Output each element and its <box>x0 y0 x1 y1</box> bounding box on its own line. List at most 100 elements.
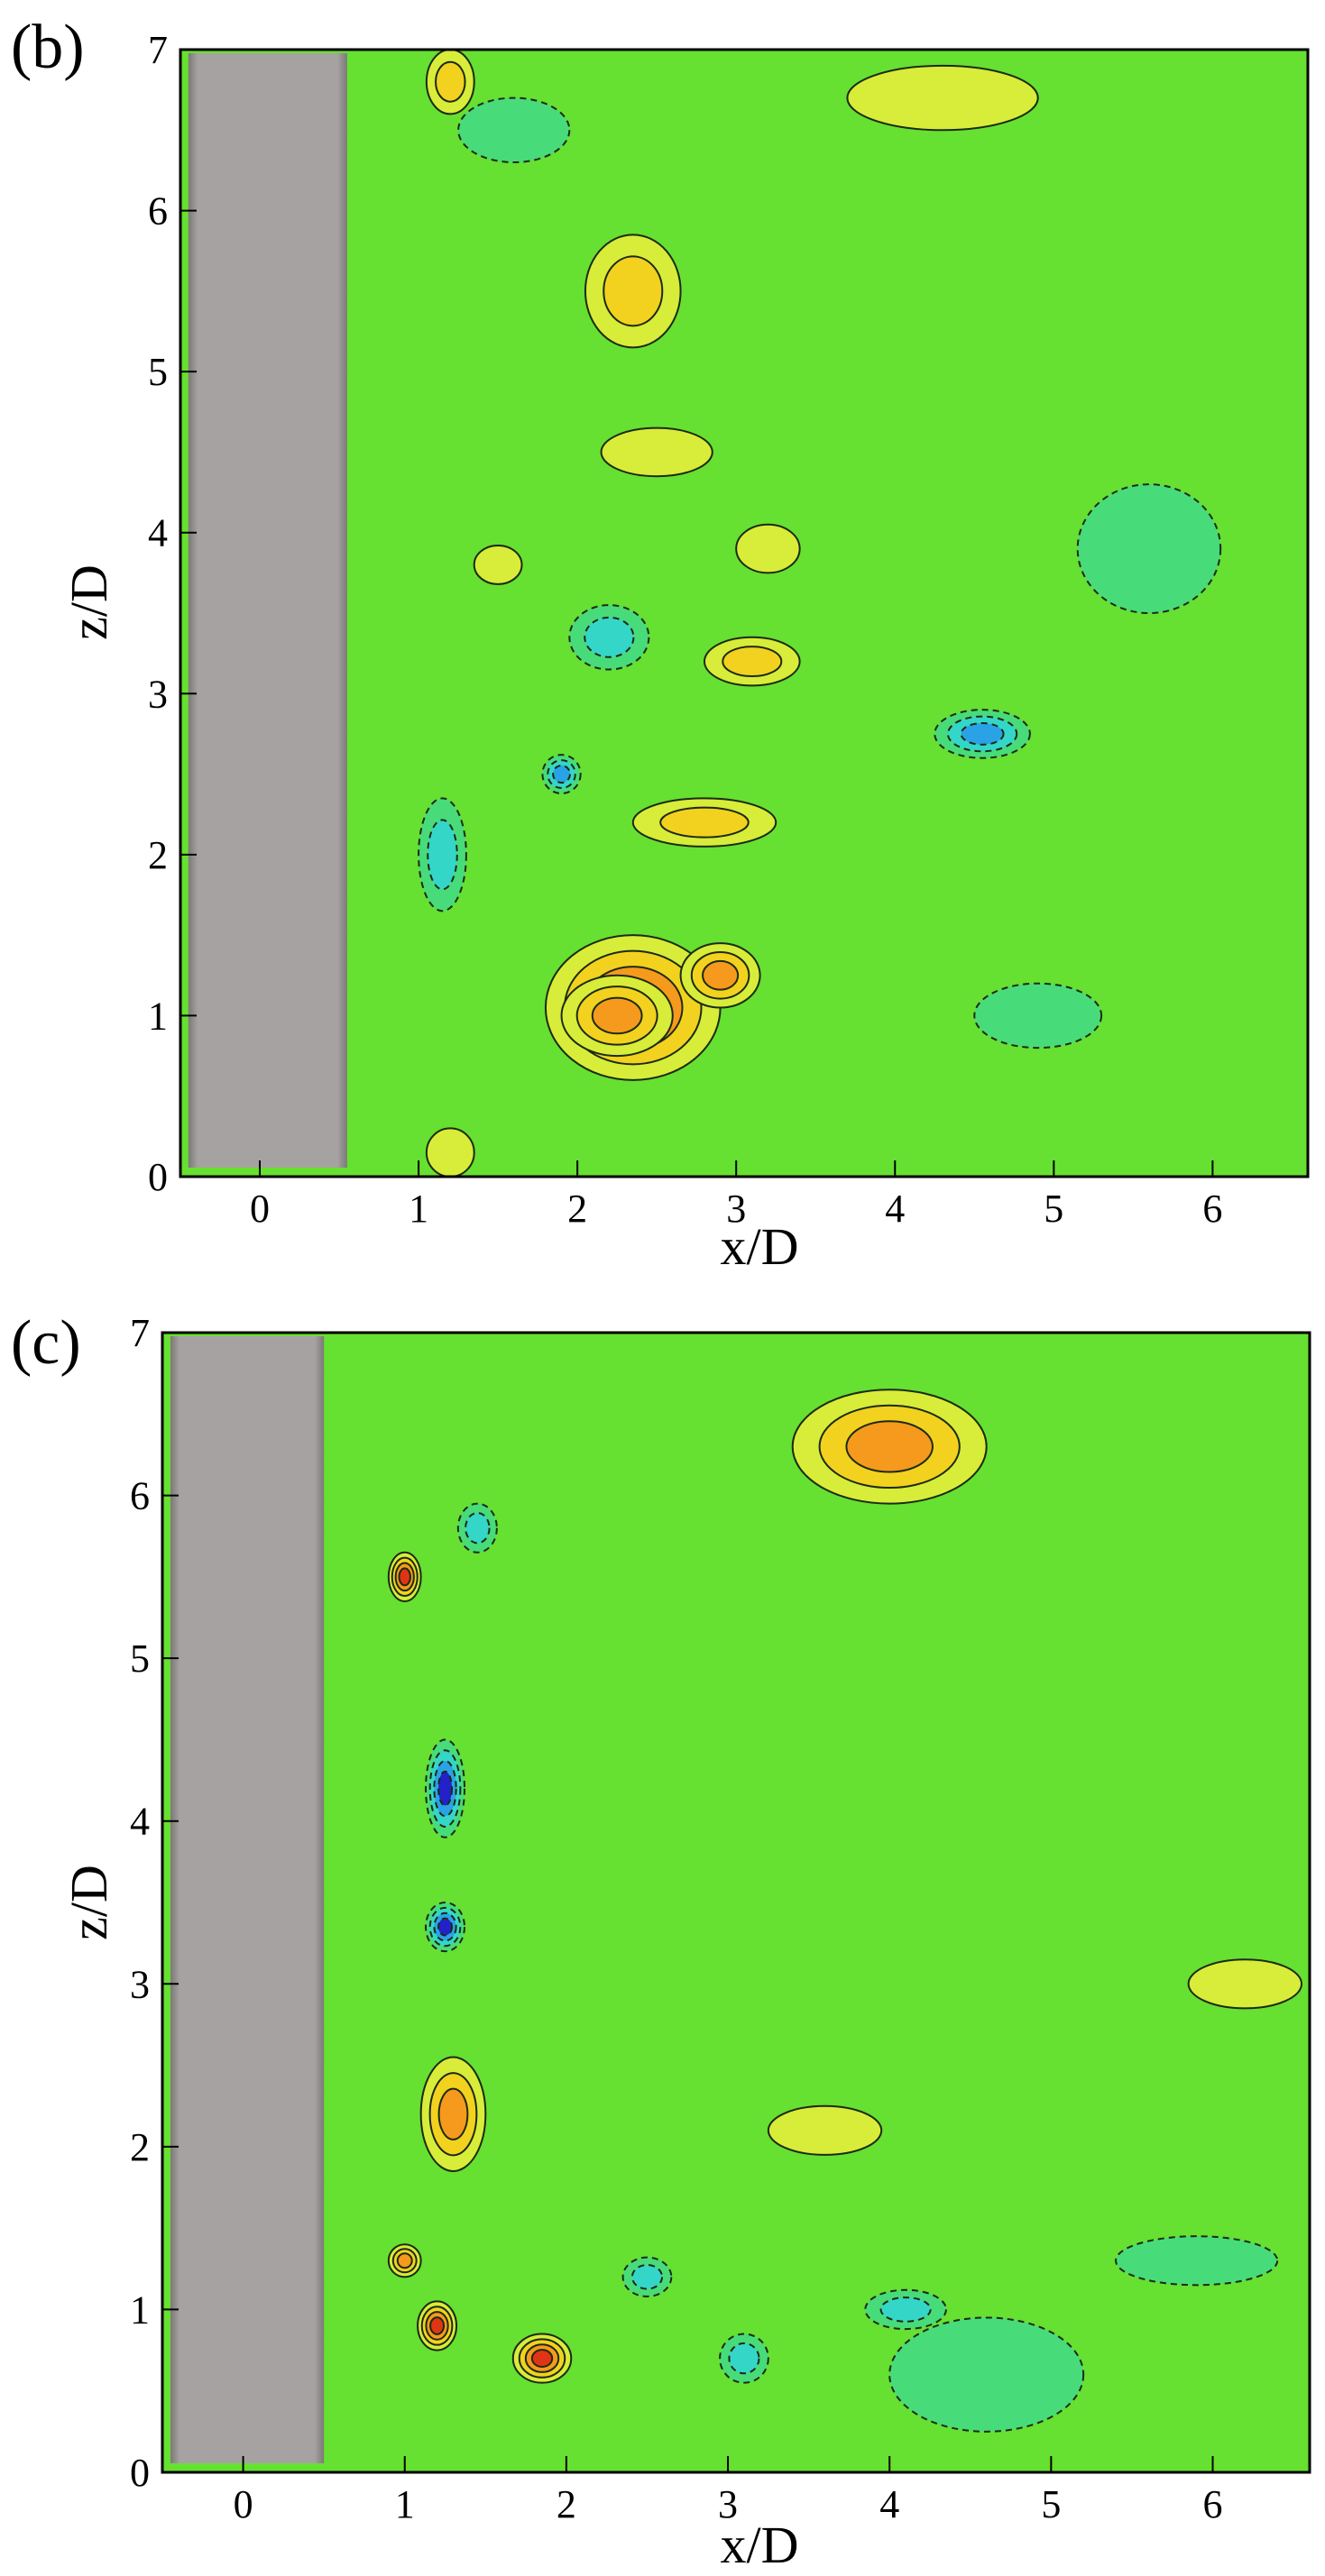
contour-level <box>457 96 571 164</box>
contour-level <box>530 2349 554 2369</box>
y-tick-label: 5 <box>130 1636 150 1681</box>
contour-feature <box>1187 1958 1303 2010</box>
contour-level <box>1076 483 1222 614</box>
cylinder-body <box>188 53 347 1168</box>
x-tick-label: 6 <box>1203 2482 1223 2526</box>
contour-level <box>973 982 1103 1050</box>
y-tick-label: 5 <box>148 350 168 394</box>
contour-feature <box>1076 483 1222 614</box>
x-axis-title: x/D <box>721 1217 799 1276</box>
cylinder <box>170 1336 325 2463</box>
contour-level <box>591 996 643 1035</box>
contour-level <box>888 2316 1085 2433</box>
contour-feature <box>888 2316 1085 2433</box>
contour-feature <box>600 426 713 478</box>
y-tick-label: 7 <box>148 28 168 72</box>
contour-level <box>1115 2235 1279 2287</box>
contour-feature <box>560 974 674 1058</box>
contour-feature <box>767 2104 883 2156</box>
contour-feature <box>735 523 801 574</box>
contour-level <box>398 1567 411 1587</box>
contour-level <box>702 959 740 991</box>
contour-level <box>1187 1958 1303 2010</box>
contour-level <box>845 1420 934 1473</box>
contour-level <box>960 722 1005 746</box>
contour-level <box>465 1512 491 1545</box>
contour-level <box>473 545 523 585</box>
axis-ticks: 0 1 2 3 4 5 6 0 1 2 3 4 5 6 7 <box>130 1311 1223 2526</box>
y-tick-label: 1 <box>148 994 168 1038</box>
contour-level <box>659 806 750 839</box>
contour-level <box>722 646 783 678</box>
plot-frame <box>161 1331 1311 2474</box>
y-tick-label: 0 <box>130 2451 150 2495</box>
contour-feature <box>584 234 682 349</box>
y-axis-title: z/D <box>60 1865 118 1940</box>
contour-level <box>600 426 713 478</box>
contour-feature <box>621 2256 673 2297</box>
contour-level <box>735 523 801 574</box>
contour-feature <box>1115 2235 1279 2287</box>
contour-feature <box>425 50 475 115</box>
y-tick-label: 0 <box>148 1155 168 1199</box>
x-tick-label: 3 <box>726 1187 746 1231</box>
y-tick-label: 4 <box>130 1800 150 1844</box>
panel-label: (b) <box>11 13 85 82</box>
contour-feature <box>791 1389 988 1505</box>
panel-c: (c) 0 1 2 3 4 5 6 0 1 2 3 4 5 6 7 x/D z/D <box>11 1308 1311 2574</box>
y-tick-label: 6 <box>130 1474 150 1518</box>
x-tick-label: 6 <box>1202 1187 1222 1231</box>
contour-feature <box>719 2333 769 2384</box>
x-tick-label: 5 <box>1041 2482 1061 2526</box>
contour-level <box>427 819 458 891</box>
contour-feature <box>703 636 801 687</box>
y-tick-label: 7 <box>130 1311 150 1355</box>
contour-feature <box>387 1551 422 1602</box>
plot-area <box>161 1331 1311 2474</box>
cylinder <box>188 53 347 1168</box>
contour-level <box>846 64 1039 132</box>
x-tick-label: 0 <box>234 2482 253 2526</box>
contour-feature <box>456 1502 498 1554</box>
x-tick-label: 1 <box>395 2482 415 2526</box>
contour-feature <box>457 96 571 164</box>
plot-frame <box>179 48 1310 1178</box>
contour-feature <box>425 1127 475 1177</box>
x-tick-label: 2 <box>567 1187 587 1231</box>
x-tick-label: 0 <box>250 1187 270 1231</box>
cylinder-body <box>170 1336 325 2463</box>
contour-level <box>435 60 466 103</box>
panel-label: (c) <box>11 1308 81 1378</box>
contour-field <box>180 50 1308 1177</box>
y-axis-title: z/D <box>60 564 118 640</box>
contour-level <box>584 616 635 658</box>
contour-feature <box>541 754 582 794</box>
contour-feature <box>511 2333 573 2384</box>
field-background <box>180 50 1308 1177</box>
contour-feature <box>418 797 467 912</box>
contour-level <box>437 2087 469 2141</box>
contour-feature <box>846 64 1039 132</box>
y-tick-label: 3 <box>130 1962 150 2006</box>
y-tick-label: 1 <box>130 2287 150 2332</box>
x-tick-label: 2 <box>557 2482 576 2526</box>
x-tick-label: 3 <box>718 2482 738 2526</box>
contour-feature <box>419 2056 487 2172</box>
contour-feature <box>631 797 778 848</box>
contour-feature <box>387 2243 422 2278</box>
y-tick-label: 2 <box>148 833 168 877</box>
contour-level <box>429 2316 446 2335</box>
field-background <box>162 1333 1310 2472</box>
contour-field <box>162 1333 1310 2472</box>
contour-level <box>767 2104 883 2156</box>
contour-level <box>437 1770 453 1807</box>
x-tick-label: 4 <box>885 1187 905 1231</box>
contour-level <box>425 1127 475 1177</box>
axis-ticks: 0 1 2 3 4 5 6 0 1 2 3 4 5 6 7 <box>148 28 1222 1231</box>
contour-feature <box>934 709 1031 759</box>
contour-level <box>879 2296 932 2323</box>
contour-level <box>603 255 664 327</box>
panel-b: (b) 0 1 2 3 4 5 6 0 1 2 3 4 5 6 7 x/D z/D <box>11 13 1310 1276</box>
contour-level <box>437 1917 453 1937</box>
